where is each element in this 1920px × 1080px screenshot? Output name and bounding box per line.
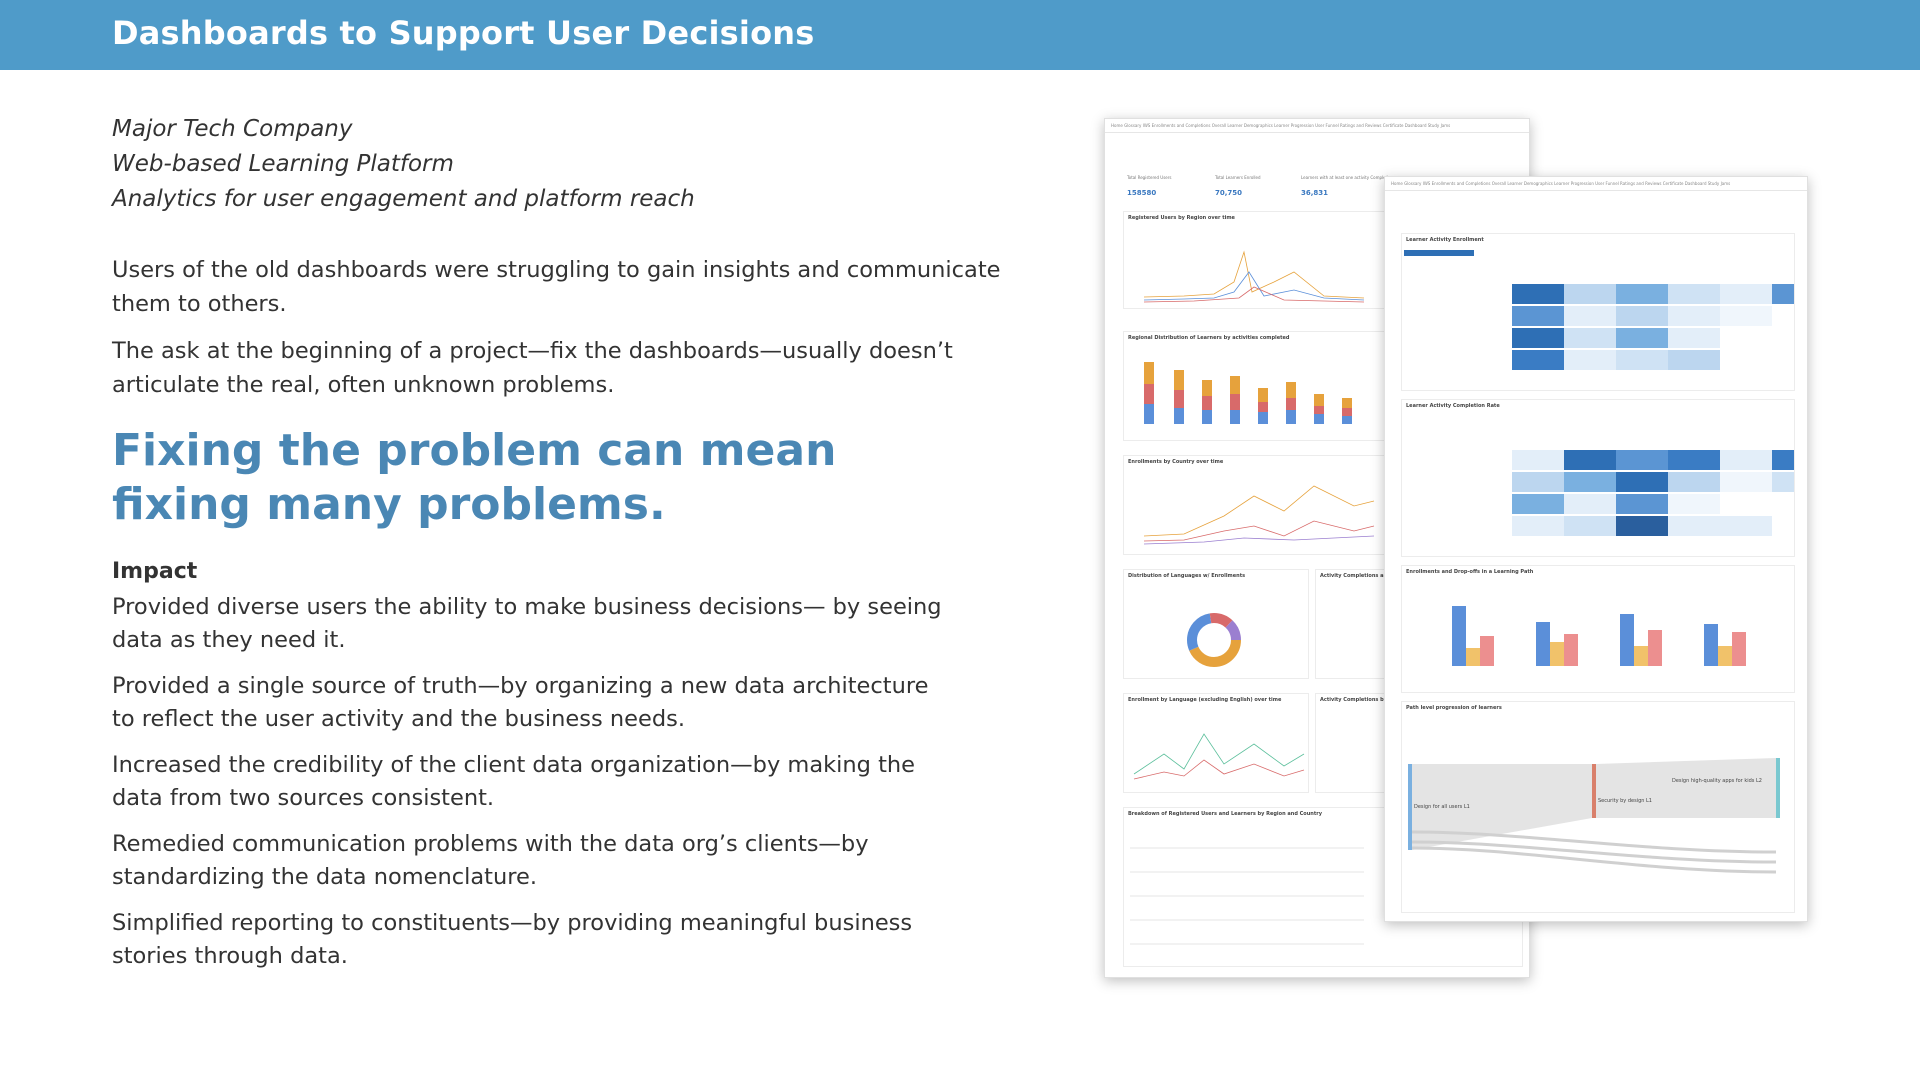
panel-language-over-time: Enrollment by Language (excluding Englis… (1123, 693, 1309, 793)
grouped-bar-thumbnail (1452, 606, 1746, 666)
impact-item: Increased the credibility of the client … (112, 752, 916, 811)
panel-registered-users: Registered Users by Region over time (1123, 211, 1385, 309)
stat-value: 70,750 (1215, 189, 1243, 197)
donut-chart-thumbnail (1187, 613, 1241, 667)
sankey-label: Design high-quality apps for kids L2 (1672, 778, 1762, 784)
panel-title: Registered Users by Region over time (1128, 215, 1235, 221)
scope-line: Analytics for user engagement and platfo… (112, 186, 695, 212)
panel-title: Activity Completions by (1320, 697, 1387, 703)
line-chart-thumbnail (1143, 250, 1365, 303)
panel-title: Learner Activity Completion Rate (1406, 403, 1500, 409)
panel-enrollments-dropoffs: Enrollments and Drop-offs in a Learning … (1401, 565, 1795, 693)
panel-path-progression: Path level progression of learners Desig… (1401, 701, 1795, 913)
panel-title: Breakdown of Registered Users and Learne… (1128, 811, 1322, 817)
panel-regional-distribution: Regional Distribution of Learners by act… (1123, 331, 1385, 441)
panel-title: Activity Completions an (1320, 573, 1388, 579)
intro-paragraph-1: Users of the old dashboards were struggl… (112, 257, 1001, 317)
impact-item: Simplified reporting to constituents—by … (112, 910, 913, 969)
stat-label: Learners with at least one activity Comp… (1301, 175, 1394, 180)
panel-title: Learner Activity Enrollment (1406, 237, 1484, 243)
content-column: Major Tech Company Web-based Learning Pl… (112, 112, 1032, 973)
company-line: Major Tech Company (112, 116, 353, 142)
impact-item: Provided a single source of truth—by org… (112, 673, 929, 732)
impact-item: Provided diverse users the ability to ma… (112, 594, 942, 653)
impact-item: Remedied communication problems with the… (112, 831, 869, 890)
panel-enrollments-country: Enrollments by Country over time (1123, 455, 1385, 555)
heatmap-thumbnail (1512, 450, 1794, 536)
panel-title: Distribution of Languages w/ Enrollments (1128, 573, 1246, 579)
panel-activity-completions-by: Activity Completions by (1315, 693, 1387, 793)
dashboard-screenshot-learner-progression: Home Glossary IWS Enrollments and Comple… (1384, 176, 1808, 922)
intro-paragraph-2: The ask at the beginning of a project—fi… (112, 338, 953, 398)
panel-learner-activity-enrollment: Learner Activity Enrollment (1401, 233, 1795, 391)
panel-title: Enrollments by Country over time (1128, 459, 1224, 465)
stat-label: Total Registered Users (1127, 175, 1172, 180)
header-bar: Dashboards to Support User Decisions (0, 0, 1920, 70)
stat-label: Total Learners Enrolled (1215, 175, 1261, 180)
headline: Fixing the problem can mean fixing many … (112, 425, 837, 530)
panel-title: Regional Distribution of Learners by act… (1128, 335, 1290, 341)
platform-line: Web-based Learning Platform (112, 151, 454, 177)
impact-heading: Impact (112, 559, 198, 584)
dashboard-tabs: Home Glossary IWS Enrollments and Comple… (1385, 177, 1807, 191)
panel-languages: Distribution of Languages w/ Enrollments (1123, 569, 1309, 679)
panel-activity-completions: Activity Completions an (1315, 569, 1388, 679)
page-title: Dashboards to Support User Decisions (112, 14, 815, 52)
panel-learner-completion-rate: Learner Activity Completion Rate (1401, 399, 1795, 557)
line-chart-thumbnail (1143, 485, 1375, 545)
panel-title: Enrollment by Language (excluding Englis… (1128, 697, 1282, 703)
table-thumbnail (1130, 847, 1364, 945)
stat-value: 158580 (1127, 189, 1157, 197)
stat-value: 36,831 (1301, 189, 1329, 197)
line-chart-thumbnail (1133, 733, 1305, 780)
heatmap-thumbnail (1404, 250, 1794, 370)
panel-title: Enrollments and Drop-offs in a Learning … (1406, 569, 1534, 575)
sankey-thumbnail (1408, 758, 1780, 874)
impact-list: Provided diverse users the ability to ma… (112, 591, 952, 973)
sankey-label: Security by design L1 (1598, 798, 1652, 804)
stacked-bar-thumbnail (1144, 362, 1352, 424)
sankey-label: Design for all users L1 (1414, 804, 1470, 810)
panel-title: Path level progression of learners (1406, 705, 1502, 711)
dashboard-tabs: Home Glossary IWS Enrollments and Comple… (1105, 119, 1529, 133)
